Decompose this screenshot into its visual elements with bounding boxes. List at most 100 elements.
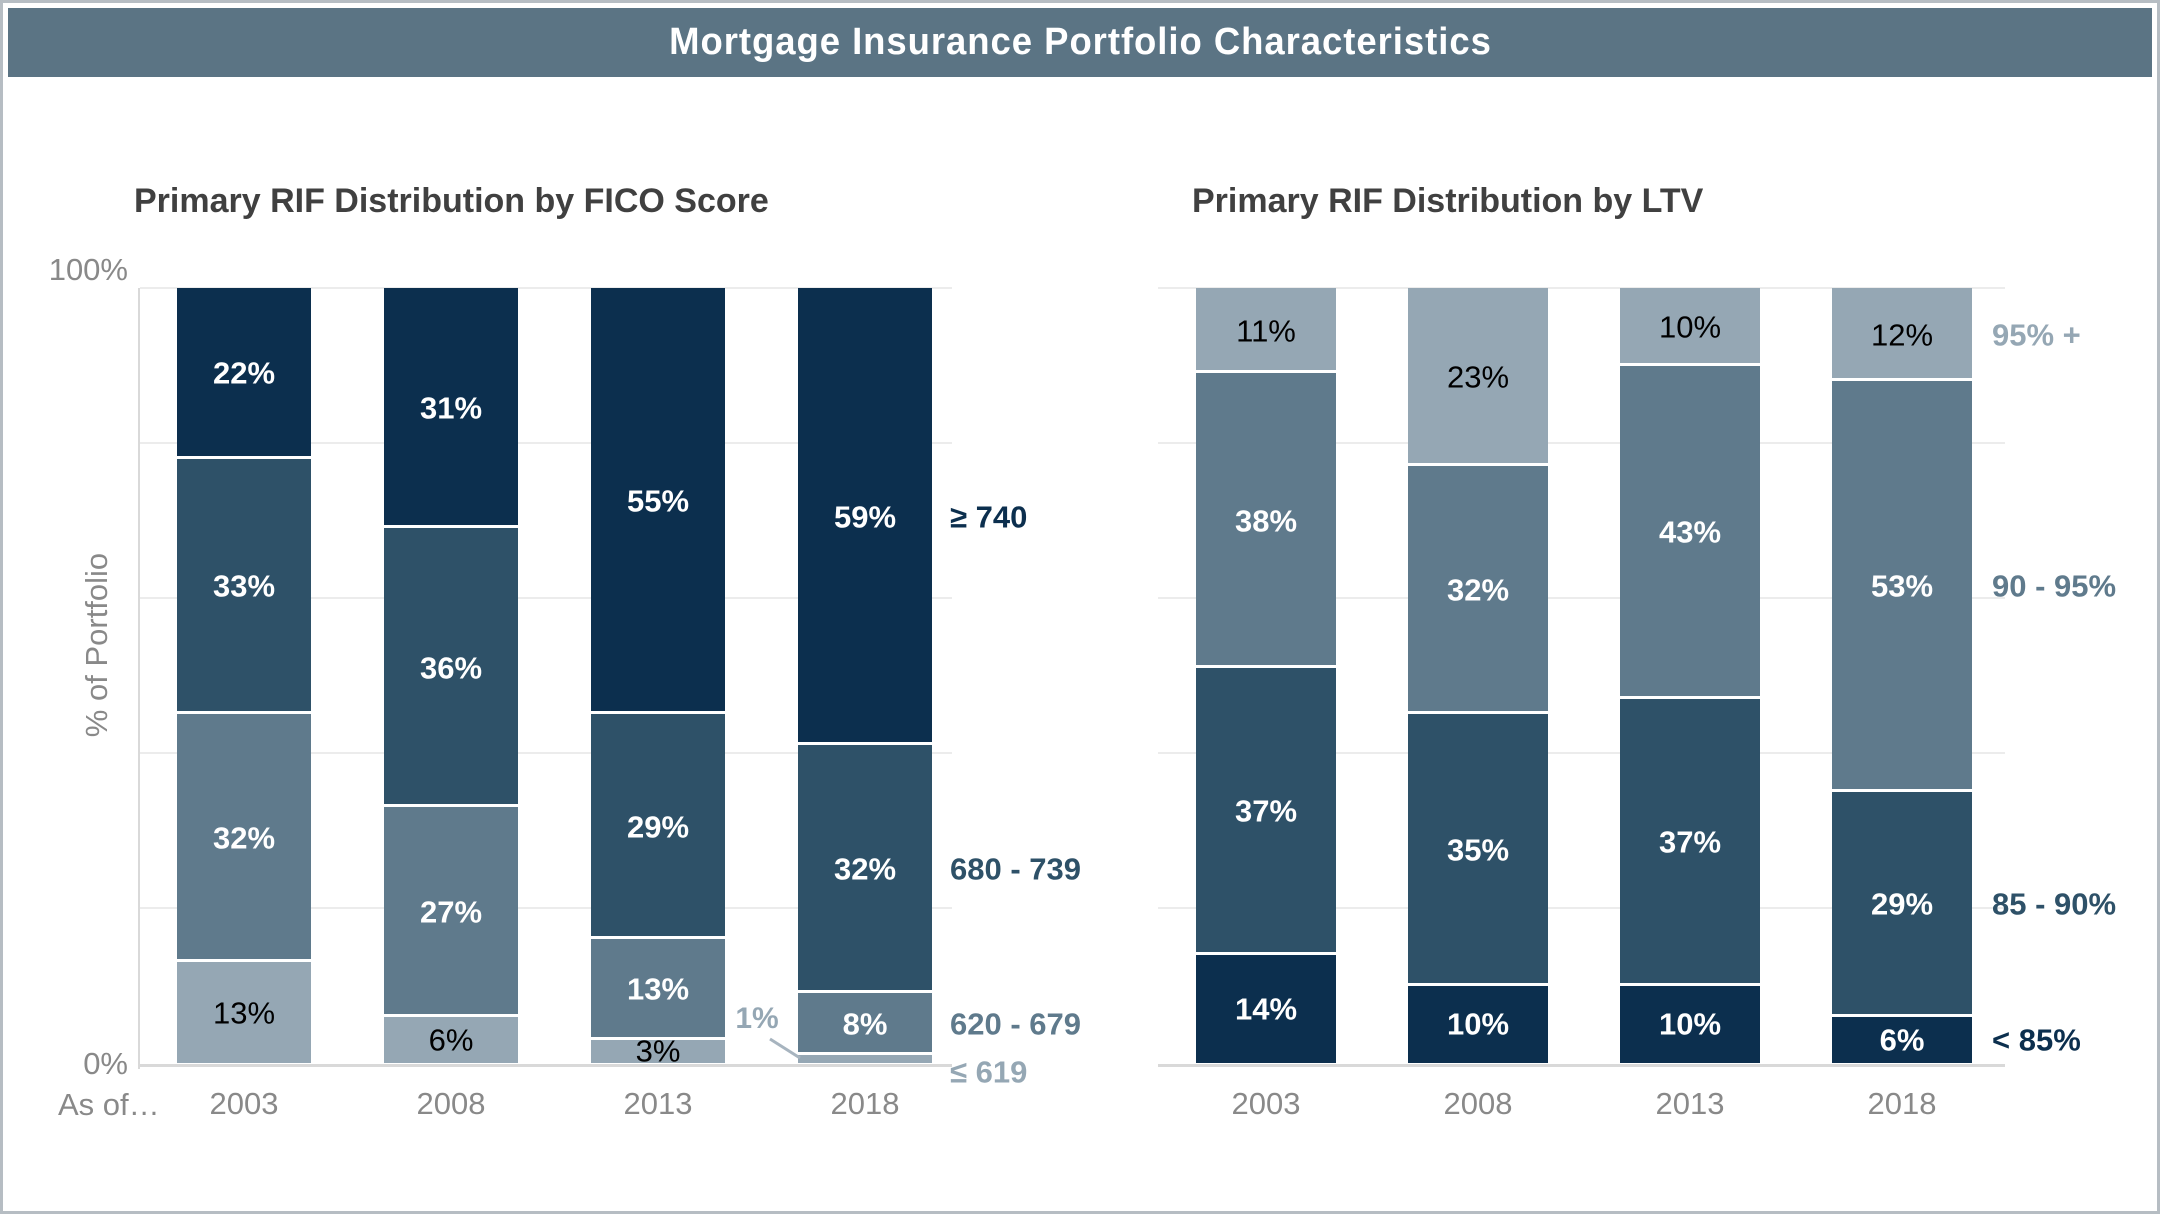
y-axis-line xyxy=(138,288,140,1069)
x-axis-tick-label: 2003 xyxy=(1231,1086,1301,1121)
bar-segment xyxy=(1196,954,1336,1063)
bar-segment xyxy=(384,528,518,808)
bar-segment xyxy=(591,288,725,715)
ltv-chart-title: Primary RIF Distribution by LTV xyxy=(1192,182,1704,220)
bar-segment xyxy=(1196,373,1336,668)
bar-segment xyxy=(177,962,311,1063)
bar-segment-label: 29% xyxy=(626,809,690,845)
bar-segment xyxy=(591,939,725,1040)
bar-segment-label: 27% xyxy=(419,894,483,930)
bar-segment xyxy=(177,458,311,715)
bar-segment-label: 59% xyxy=(833,499,897,535)
legend-label: ≤ 619 xyxy=(950,1054,1028,1090)
gridline xyxy=(1158,752,2005,754)
bar-segment-label: 11% xyxy=(1236,313,1296,349)
x-axis-tick-label: 2013 xyxy=(623,1086,693,1121)
bar-segment-label: 32% xyxy=(1446,572,1510,608)
legend-label: 95% + xyxy=(1992,317,2081,352)
legend-label: ≥ 740 xyxy=(950,499,1028,535)
x-axis-prefix-label: As of… xyxy=(58,1087,160,1122)
gridline xyxy=(1158,287,2005,289)
gridline xyxy=(140,597,952,599)
x-axis-line xyxy=(1158,1064,2005,1067)
callout-label: 1% xyxy=(735,1002,779,1035)
x-axis-tick-label: 2003 xyxy=(209,1086,279,1121)
bar-segment-label: 36% xyxy=(419,650,483,686)
bar-segment xyxy=(1620,288,1760,366)
page-title: Mortgage Insurance Portfolio Characteris… xyxy=(668,21,1492,63)
bar-segment-label: 10% xyxy=(1446,1006,1510,1042)
bar-segment-label: 32% xyxy=(833,851,897,887)
gridline xyxy=(140,442,952,444)
fico-chart-title: Primary RIF Distribution by FICO Score xyxy=(134,182,769,220)
legend-label: < 85% xyxy=(1992,1022,2081,1058)
bar-segment-label: 6% xyxy=(428,1022,474,1058)
bar-segment xyxy=(591,1039,725,1063)
bar-segment-label: 6% xyxy=(1879,1022,1925,1058)
bar-segment-label: 32% xyxy=(212,820,276,856)
bar-segment xyxy=(1832,791,1972,1017)
header-bar: Mortgage Insurance Portfolio Characteris… xyxy=(8,8,2152,77)
gridline xyxy=(1158,442,2005,444)
bar-segment-label: 53% xyxy=(1870,568,1934,604)
bar-segment-label: 14% xyxy=(1234,991,1298,1027)
bar-segment-label: 3% xyxy=(635,1033,681,1069)
x-axis-tick-label: 2008 xyxy=(416,1086,486,1121)
gridline xyxy=(1158,907,2005,909)
x-axis-tick-label: 2018 xyxy=(830,1086,900,1121)
bar-segment xyxy=(384,288,518,529)
bar-segment xyxy=(798,288,932,746)
bar-segment-label: 10% xyxy=(1658,309,1722,345)
legend-label: 620 - 679 xyxy=(950,1006,1081,1042)
bar-segment-label: 33% xyxy=(212,568,276,604)
bar-segment-label: 23% xyxy=(1446,359,1510,395)
bar-segment-label: 29% xyxy=(1870,886,1934,922)
x-axis-tick-label: 2008 xyxy=(1443,1086,1513,1121)
bar-segment-label: 35% xyxy=(1446,832,1510,868)
bar-segment xyxy=(1408,985,1548,1063)
gridline xyxy=(140,752,952,754)
legend-label: 680 - 739 xyxy=(950,851,1081,887)
bar-segment xyxy=(1196,667,1336,955)
gridline xyxy=(140,907,952,909)
bar-segment xyxy=(1620,985,1760,1063)
bar-segment-label: 8% xyxy=(842,1006,888,1042)
x-axis-line xyxy=(140,1064,952,1067)
bar-segment-label: 37% xyxy=(1234,793,1298,829)
bar-segment-label: 55% xyxy=(626,483,690,519)
bar-segment xyxy=(384,807,518,1017)
bar-segment xyxy=(798,993,932,1056)
bar-segment xyxy=(1832,381,1972,792)
bar-segment-label: 13% xyxy=(626,971,690,1007)
bar-segment-label: 22% xyxy=(212,355,276,391)
bar-segment xyxy=(1620,365,1760,699)
bar-segment xyxy=(1408,714,1548,986)
callout-line xyxy=(769,1037,801,1060)
bar-segment-label: 31% xyxy=(419,390,483,426)
bar-segment xyxy=(798,1055,932,1063)
y-axis-min-tick: 0% xyxy=(83,1046,128,1081)
gridline xyxy=(1158,597,2005,599)
bar-segment-label: 37% xyxy=(1658,824,1722,860)
bar-segment xyxy=(1196,288,1336,374)
gridline xyxy=(140,287,952,289)
bar-segment xyxy=(1408,288,1548,467)
legend-label: 90 - 95% xyxy=(1992,568,2117,604)
bar-segment xyxy=(1832,1016,1972,1063)
x-axis-tick-label: 2018 xyxy=(1867,1086,1937,1121)
bar-segment xyxy=(1408,466,1548,715)
bar-segment-label: 10% xyxy=(1658,1006,1722,1042)
y-axis-title: % of Portfolio xyxy=(79,552,114,738)
bar-segment xyxy=(798,745,932,994)
legend-label: 85 - 90% xyxy=(1992,886,2117,922)
bar-segment-label: 43% xyxy=(1658,514,1722,550)
bar-segment xyxy=(1832,288,1972,381)
bar-segment-label: 38% xyxy=(1234,503,1298,538)
bar-segment xyxy=(384,1016,518,1063)
bar-segment-label: 13% xyxy=(212,995,276,1031)
bar-segment-label: 12% xyxy=(1870,317,1934,352)
bar-segment xyxy=(591,714,725,939)
bar-segment xyxy=(177,288,311,459)
y-axis-max-tick: 100% xyxy=(48,252,128,287)
